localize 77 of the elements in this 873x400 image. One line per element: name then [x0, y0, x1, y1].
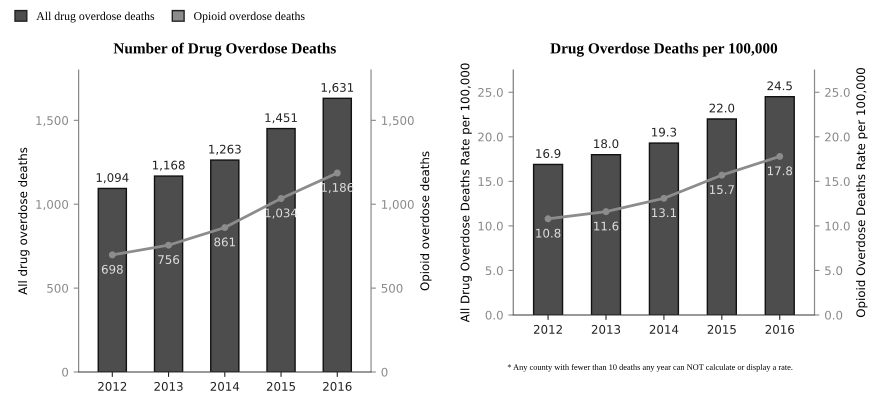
x-tick-label: 2012 [534, 324, 562, 334]
y-tick-label: 10.0 [478, 222, 503, 231]
y2-tick-label: 25.0 [825, 88, 850, 97]
x-tick-label: 2016 [766, 324, 794, 334]
point [544, 215, 552, 222]
data-label: 698 [102, 264, 123, 274]
x-tick-label: 2014 [210, 382, 240, 391]
bar [266, 128, 296, 372]
y-axis-title: All drug overdose deaths [18, 148, 30, 295]
y-tick-label: 15.0 [478, 177, 503, 186]
bar [532, 164, 564, 315]
y2-tick-label: 15.0 [826, 177, 850, 186]
data-label: 756 [158, 255, 180, 264]
y-tick-label: 0.0 [486, 310, 503, 320]
y2-tick-label: 1,500 [382, 116, 414, 126]
chart-title: Number of Drug Overdose Deaths [114, 42, 336, 57]
y2-tick-label: 10.0 [826, 222, 850, 231]
data-label: 11.6 [594, 222, 618, 231]
point [278, 195, 285, 202]
bar [322, 98, 352, 372]
text: * Any county with fewer than 10 deaths any year can NOT calculate or display a rate. [508, 364, 792, 372]
y2-tick-label: 1,000 [382, 200, 414, 210]
point [660, 194, 668, 202]
data-label: 17.8 [768, 166, 792, 176]
data-label: 1,263 [209, 144, 241, 155]
data-label: 13.1 [652, 208, 676, 218]
bar [98, 188, 128, 372]
point [776, 152, 784, 160]
data-label: 10.8 [536, 228, 560, 238]
y-axis-title: All Drug Overdose Deaths Rate per 100,000 [460, 63, 472, 322]
y2-axis-title: Opioid Overdose Deaths Rate per 100,000 [856, 68, 868, 318]
y2-axis-title: Opioid overdose deaths [420, 152, 432, 290]
bar [648, 142, 680, 315]
bar [154, 175, 184, 372]
data-label: 861 [214, 237, 235, 246]
bar [590, 154, 622, 315]
x-tick-label: 2016 [323, 382, 352, 391]
chart-title: Drug Overdose Deaths per 100,000 [550, 42, 778, 57]
data-label: 18.0 [594, 139, 618, 148]
x-tick-label: 2013 [592, 324, 620, 334]
point [108, 251, 116, 258]
x-tick-label: 2015 [708, 324, 736, 334]
y2-tick-label: 0 [382, 368, 388, 377]
data-label: 15.7 [710, 185, 734, 194]
y-tick-label: 1,500 [36, 116, 68, 126]
data-label: 1,631 [322, 82, 354, 94]
data-label: 24.5 [767, 81, 792, 90]
point [221, 224, 228, 232]
y2-tick-label: 0.0 [825, 310, 842, 320]
point [334, 170, 341, 176]
y-tick-label: 5.0 [486, 266, 503, 276]
x-tick-label: 2014 [650, 324, 678, 334]
y2-tick-label: 500 [382, 284, 402, 293]
data-label: 1,168 [152, 160, 185, 171]
x-tick-label: 2015 [266, 382, 296, 391]
data-label: 1,094 [96, 173, 129, 184]
x-tick-label: 2013 [154, 382, 183, 391]
bar [764, 96, 795, 315]
point [602, 208, 610, 216]
legend-label: Opioid overdose deaths [194, 12, 305, 22]
bar [210, 159, 240, 372]
point [718, 172, 726, 179]
data-label: 1,451 [265, 113, 297, 124]
y-tick-label: 500 [47, 284, 68, 293]
x-tick-label: 2012 [98, 382, 126, 391]
data-label: 22.0 [710, 104, 734, 113]
y2-tick-label: 20.0 [825, 132, 850, 142]
y2-tick-label: 5.0 [825, 266, 842, 276]
y-tick-label: 1,000 [36, 200, 68, 210]
point [165, 242, 172, 249]
legend-label: All drug overdose deaths [36, 12, 154, 22]
y-tick-label: 0 [62, 368, 68, 377]
data-label: 19.3 [652, 128, 676, 137]
bar [706, 118, 738, 315]
y-tick-label: 25.0 [478, 88, 503, 97]
y-tick-label: 20.0 [478, 132, 503, 142]
data-label: 16.9 [536, 149, 560, 158]
